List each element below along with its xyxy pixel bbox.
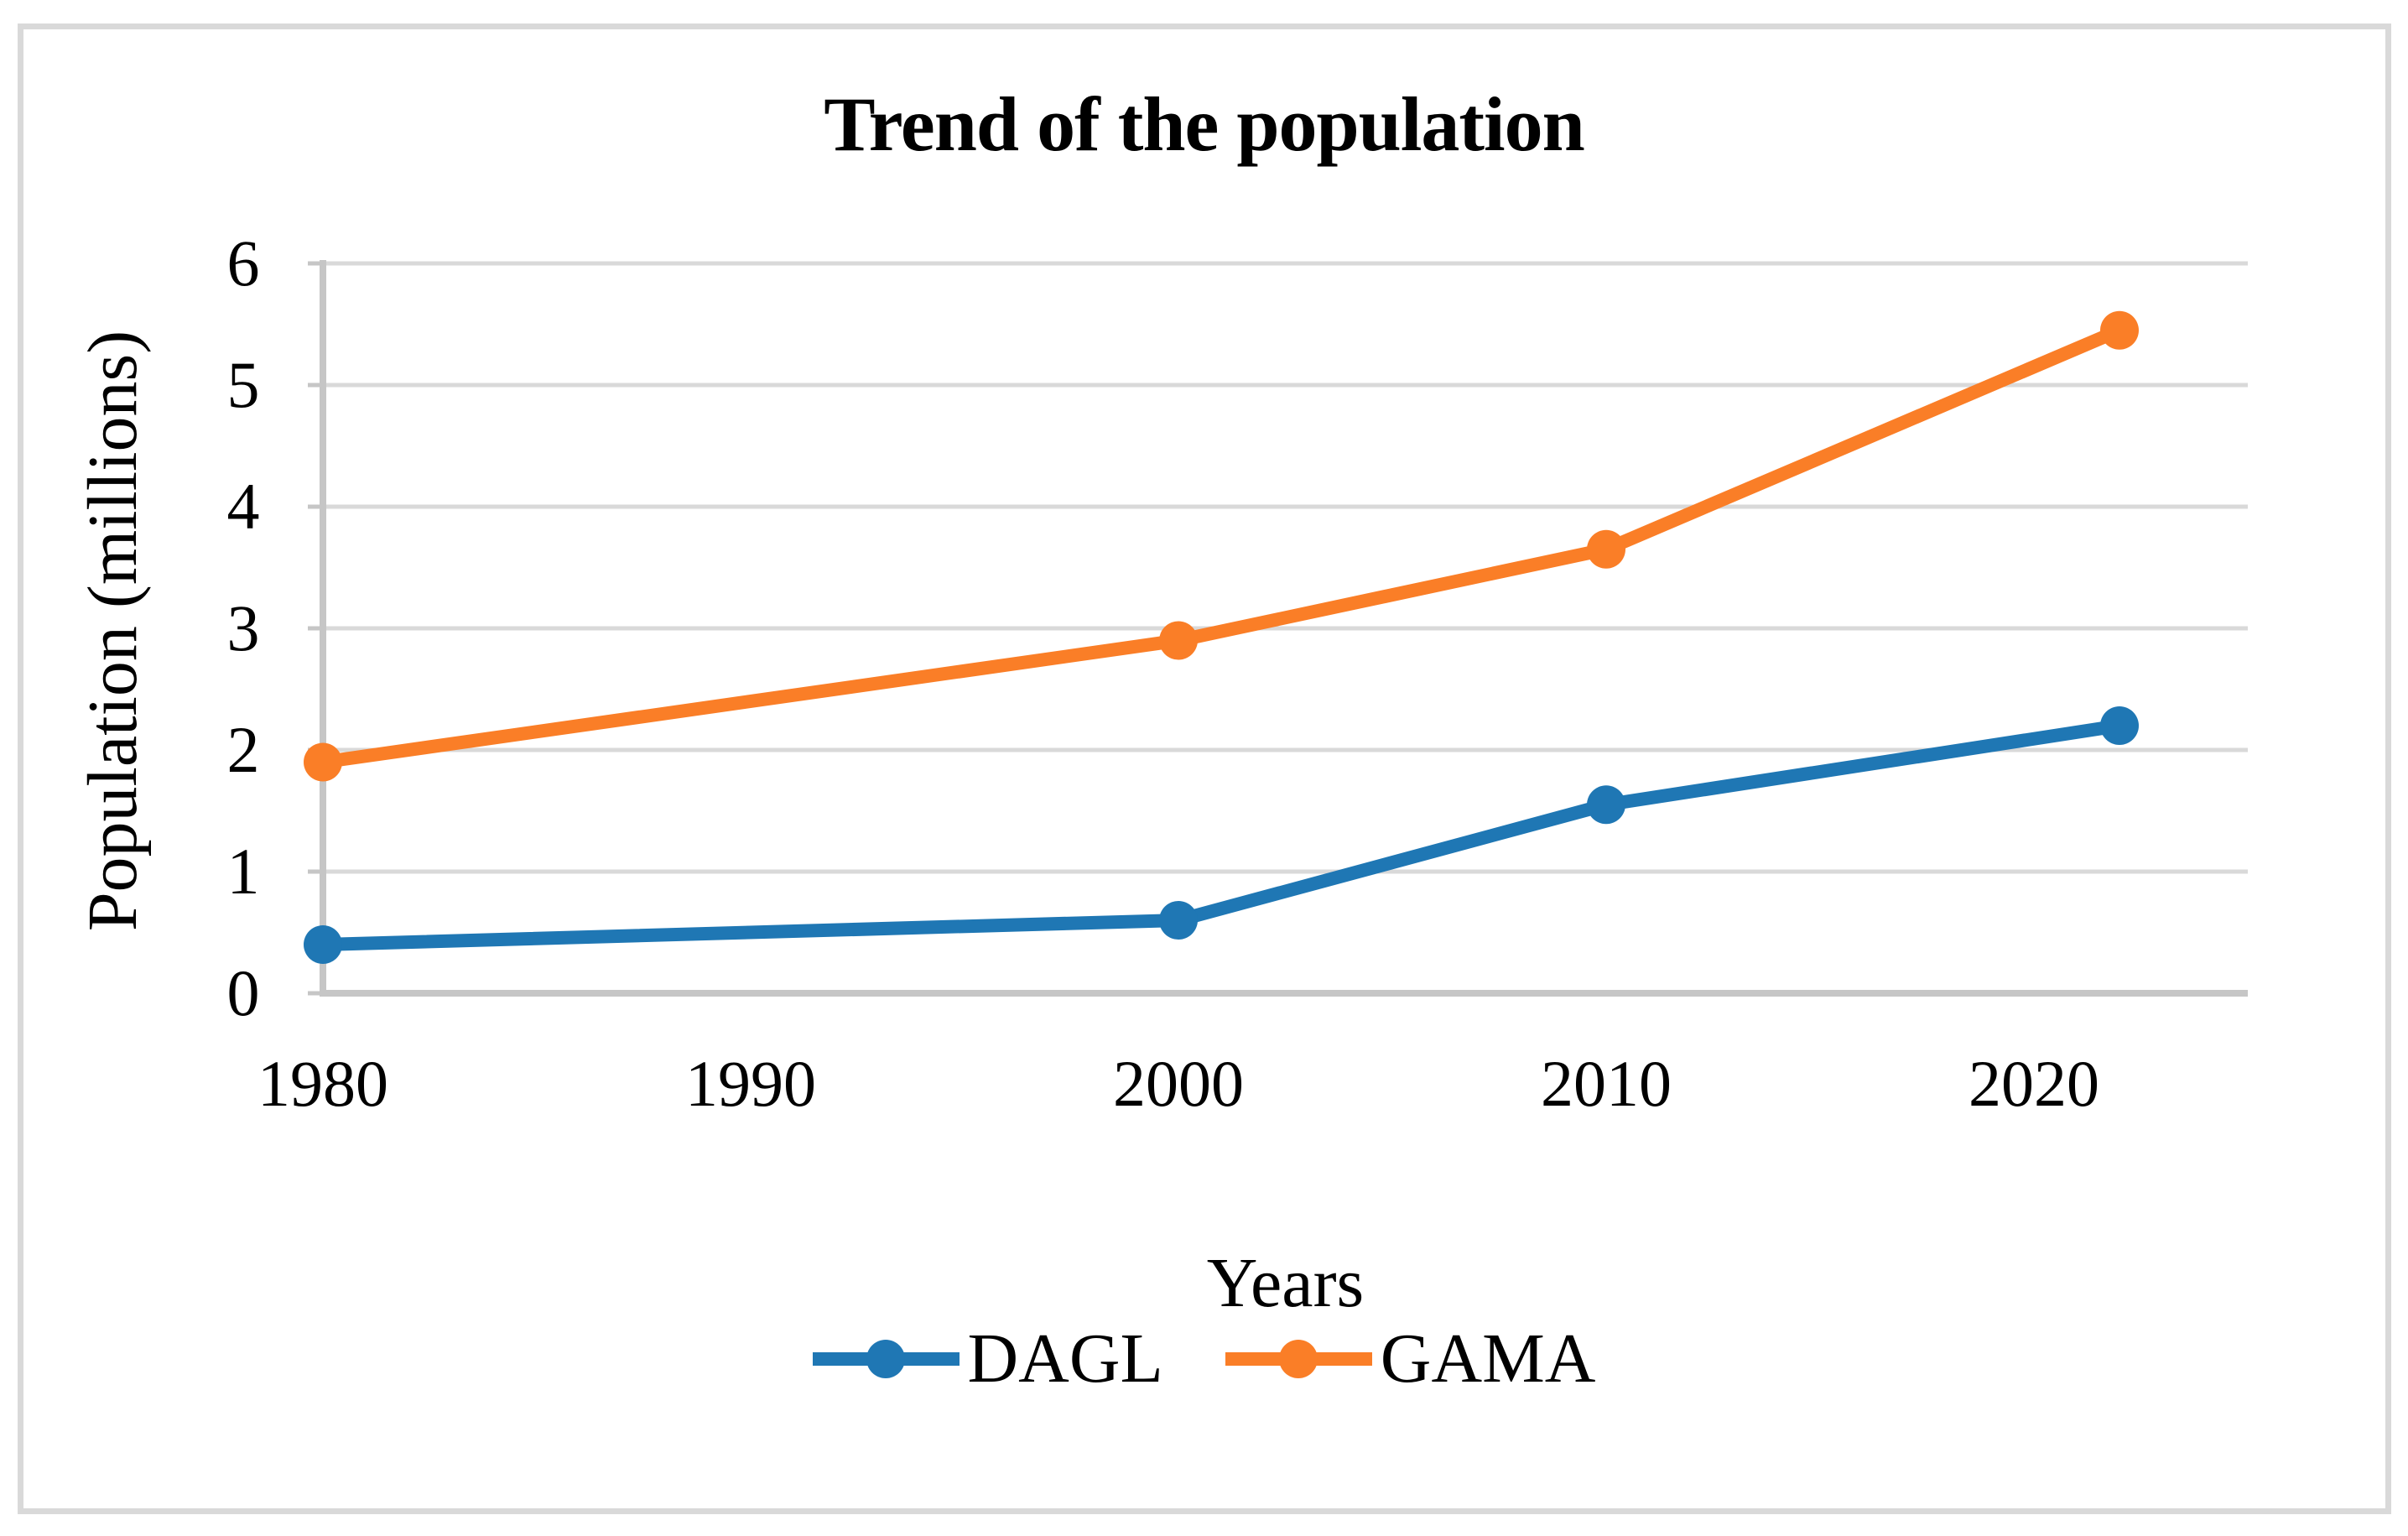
y-tick-label-2: 2 (226, 713, 260, 786)
data-point-gama-2000 (1159, 621, 1198, 660)
y-tick-label-0: 0 (226, 956, 260, 1029)
series-line-dagl (316, 719, 2126, 951)
legend-item-gama: GAMA (1225, 1320, 1596, 1398)
y-tick-label-3: 3 (226, 591, 260, 664)
gama-line-marker-icon (1225, 1340, 1372, 1378)
legend: DAGL GAMA (0, 1320, 2408, 1398)
y-tick-label-4: 4 (226, 470, 260, 543)
gama-legend-dot (1278, 1340, 1318, 1378)
legend-item-dagl: DAGL (812, 1320, 1163, 1398)
data-point-dagl-2010 (1587, 785, 1625, 825)
legend-label-dagl: DAGL (967, 1320, 1163, 1398)
legend-label-gama: GAMA (1380, 1320, 1596, 1398)
x-tick-label-1990: 1990 (685, 1047, 816, 1120)
dagl-legend-dot (866, 1340, 905, 1378)
data-point-gama-1980 (304, 742, 342, 782)
y-tick-label-5: 5 (226, 348, 260, 421)
figure-border (18, 23, 2391, 1514)
y-tick-label-6: 6 (226, 226, 260, 299)
x-tick-label-2000: 2000 (1113, 1047, 1244, 1120)
x-tick-label-2020: 2020 (1969, 1047, 2099, 1120)
x-tick-label-1980: 1980 (257, 1047, 388, 1120)
y-tick-label-1: 1 (226, 835, 260, 908)
data-point-dagl-1980 (304, 925, 342, 964)
x-tick-label-2010: 2010 (1541, 1047, 1672, 1120)
data-point-dagl-2000 (1159, 901, 1198, 940)
chart-title: Trend of the population (824, 81, 1585, 167)
data-point-gama-2022 (2100, 310, 2139, 350)
data-point-gama-2010 (1587, 529, 1625, 569)
data-point-dagl-2022 (2100, 706, 2139, 745)
x-axis-title: Years (1206, 1244, 1365, 1322)
dagl-line-marker-icon (812, 1340, 960, 1378)
series-line-gama (316, 323, 2126, 769)
